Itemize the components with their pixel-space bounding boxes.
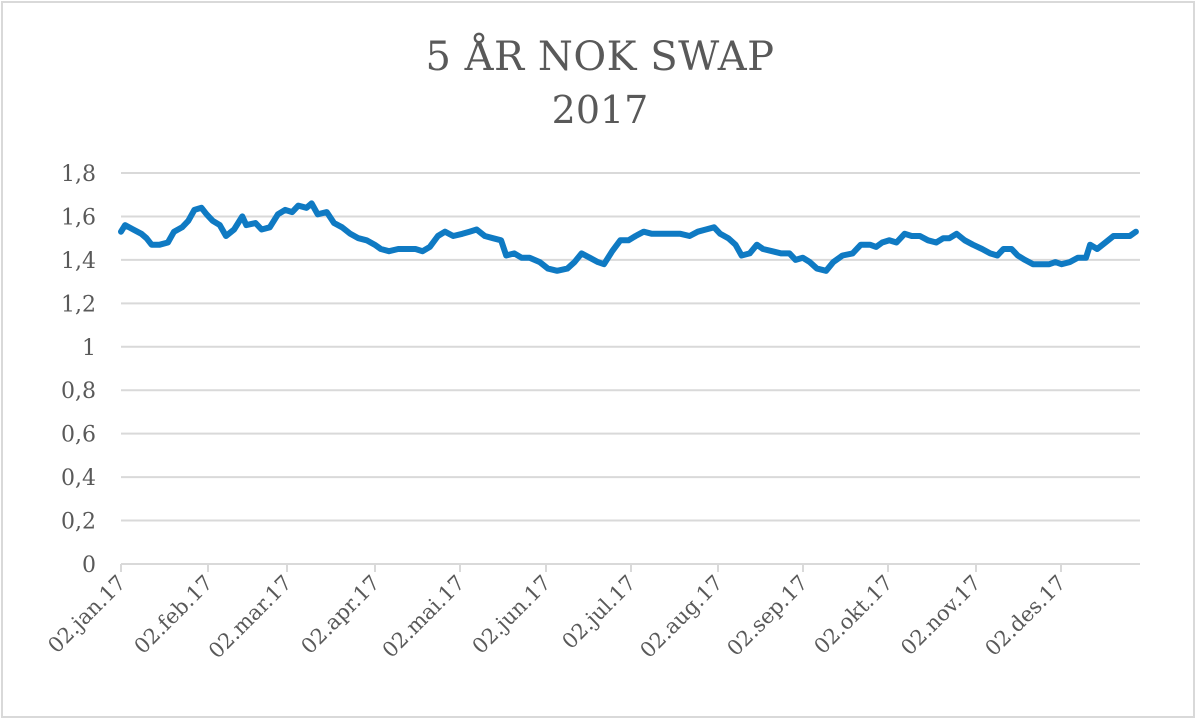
y-tick-label: 0,4 (61, 466, 96, 491)
y-tick-label: 1,4 (61, 249, 96, 274)
x-tick-label: 02.aug.17 (635, 571, 727, 663)
y-tick-label: 0,2 (61, 510, 96, 535)
y-tick-label: 1,2 (61, 292, 96, 317)
y-tick-label: 0,8 (61, 379, 96, 404)
y-tick-label: 1 (82, 336, 96, 361)
y-tick-label: 1,8 (61, 162, 96, 187)
x-tick-label: 02.mai.17 (378, 571, 470, 663)
x-tick-label: 02.des.17 (980, 571, 1070, 661)
chart-subtitle-year: 2017 (551, 88, 649, 132)
x-tick-label: 02.jun.17 (468, 571, 556, 659)
x-tick-label: 02.sep.17 (722, 571, 812, 661)
y-tick-label: 0 (82, 553, 96, 578)
y-tick-label: 0,6 (61, 423, 96, 448)
x-tick-label: 02.nov.17 (896, 571, 985, 660)
x-axis (120, 563, 1140, 572)
x-tick-label: 02.apr.17 (297, 571, 385, 659)
y-axis-labels: 1,8 1,6 1,4 1,2 1 0,8 0,6 0,4 0,2 0 (61, 162, 96, 578)
x-tick-label: 02.jan.17 (43, 571, 130, 658)
gridlines (121, 172, 1140, 522)
x-tick-label: 02.okt.17 (809, 571, 897, 659)
y-tick-label: 1,6 (61, 205, 96, 230)
swap-rate-line (118, 200, 1139, 274)
chart-title: 5 ÅR NOK SWAP (425, 34, 775, 80)
x-tick-label: 02.jul.17 (557, 571, 640, 654)
x-tick-label: 02.mar.17 (204, 571, 297, 664)
